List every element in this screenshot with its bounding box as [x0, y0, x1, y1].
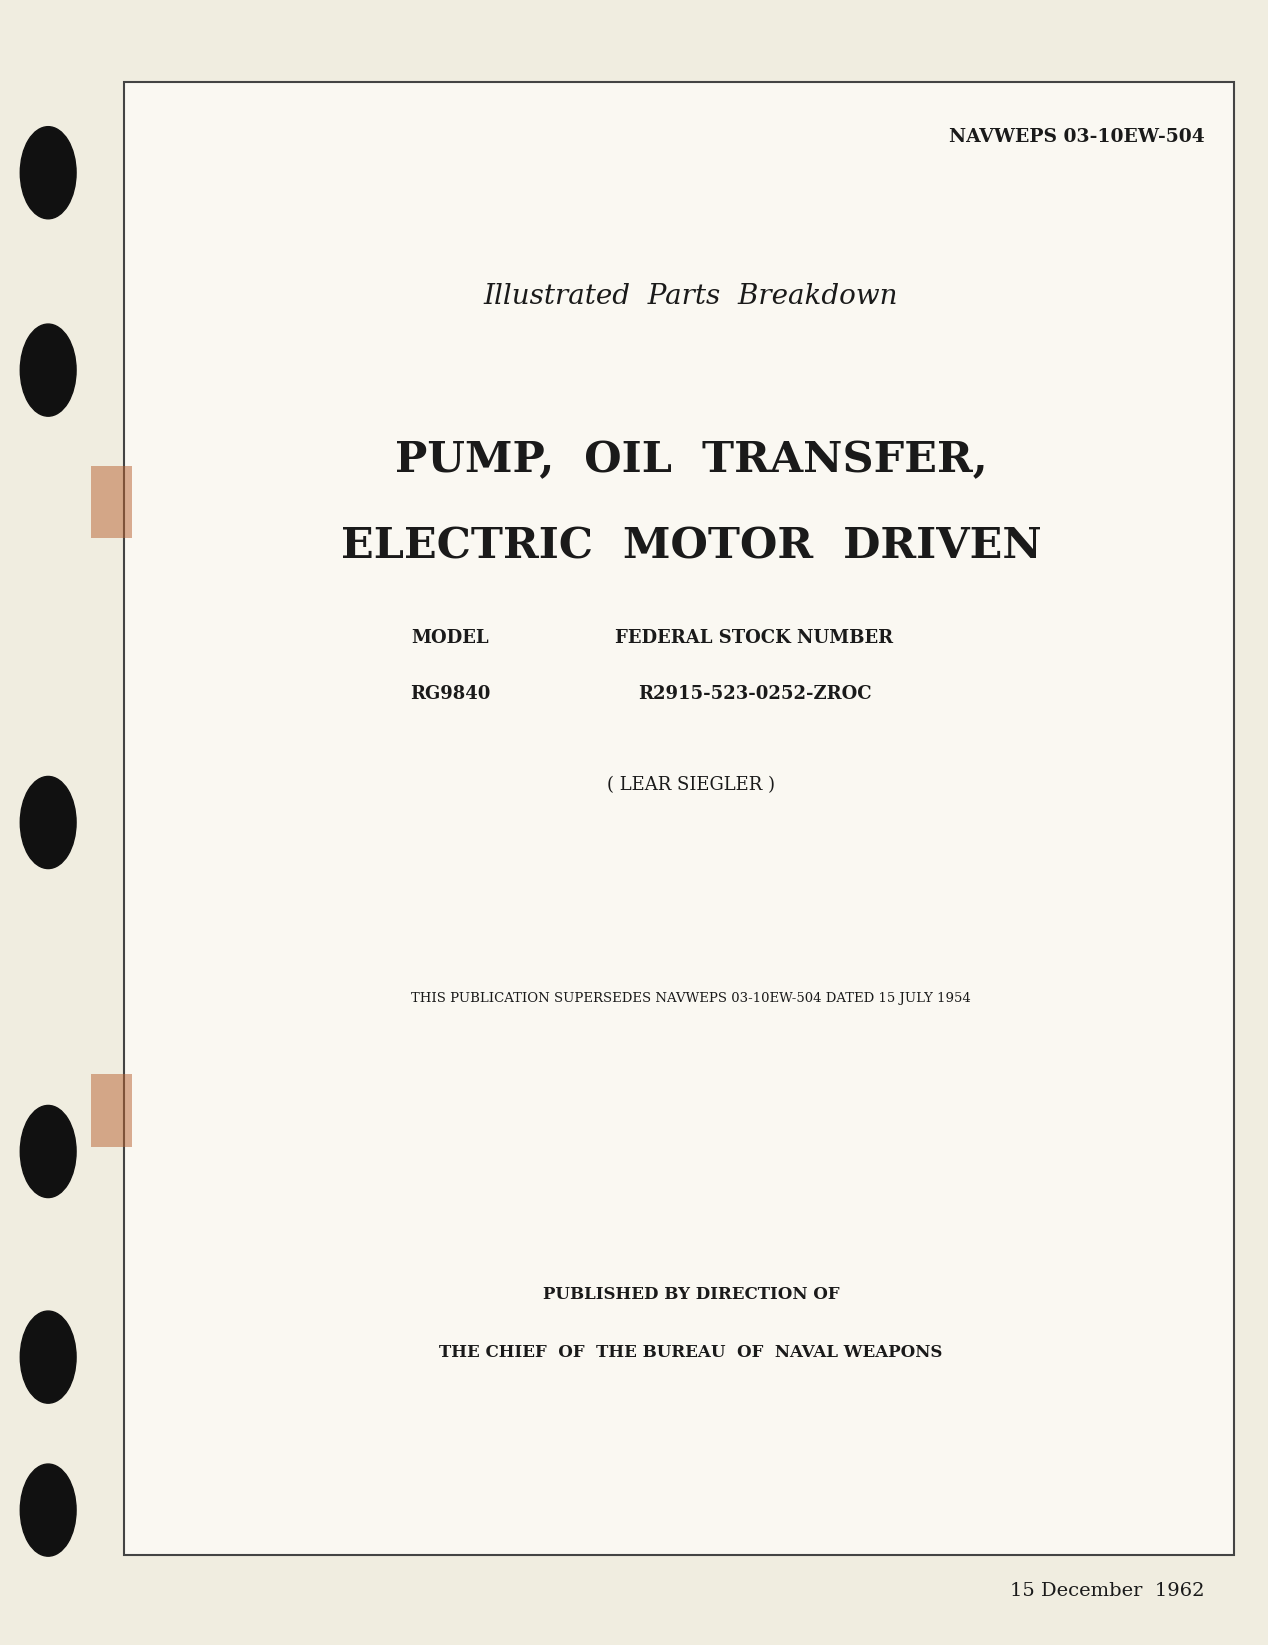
Text: THIS PUBLICATION SUPERSEDES NAVWEPS 03-10EW-504 DATED 15 JULY 1954: THIS PUBLICATION SUPERSEDES NAVWEPS 03-1…	[411, 992, 971, 1005]
Text: ELECTRIC  MOTOR  DRIVEN: ELECTRIC MOTOR DRIVEN	[341, 525, 1041, 568]
Text: THE CHIEF  OF  THE BUREAU  OF  NAVAL WEAPONS: THE CHIEF OF THE BUREAU OF NAVAL WEAPONS	[440, 1344, 942, 1360]
Ellipse shape	[20, 1464, 76, 1556]
Text: PUMP,  OIL  TRANSFER,: PUMP, OIL TRANSFER,	[394, 439, 988, 482]
Bar	[124, 82, 1234, 1555]
Ellipse shape	[20, 127, 76, 219]
Text: NAVWEPS 03-10EW-504: NAVWEPS 03-10EW-504	[948, 128, 1205, 146]
Bar	[91, 1074, 132, 1147]
Text: RG9840: RG9840	[410, 686, 491, 702]
Text: PUBLISHED BY DIRECTION OF: PUBLISHED BY DIRECTION OF	[543, 1286, 839, 1303]
Text: MODEL: MODEL	[411, 630, 489, 646]
Text: 15 December  1962: 15 December 1962	[1011, 1582, 1205, 1599]
Ellipse shape	[20, 1311, 76, 1403]
Ellipse shape	[20, 1105, 76, 1198]
Ellipse shape	[20, 324, 76, 416]
Text: R2915-523-0252-ZROC: R2915-523-0252-ZROC	[638, 686, 871, 702]
Bar	[91, 466, 132, 538]
Text: ( LEAR SIEGLER ): ( LEAR SIEGLER )	[607, 776, 775, 793]
Text: Illustrated  Parts  Breakdown: Illustrated Parts Breakdown	[484, 283, 898, 309]
Text: FEDERAL STOCK NUMBER: FEDERAL STOCK NUMBER	[615, 630, 894, 646]
Ellipse shape	[20, 776, 76, 869]
